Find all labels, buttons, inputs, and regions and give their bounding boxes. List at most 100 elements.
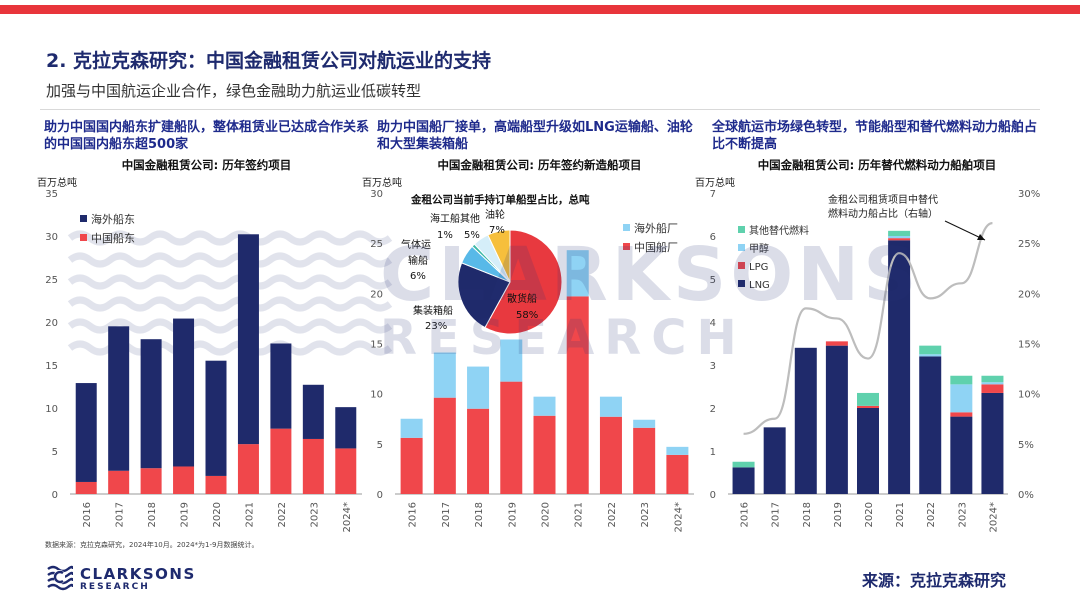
y-tick-label: 35	[45, 189, 58, 200]
legend-label: LPG	[749, 262, 768, 273]
y2-tick-label: 5%	[1018, 440, 1034, 451]
bar-海外船厂-2024*	[666, 446, 689, 455]
bar-海外船厂-2023	[633, 419, 656, 428]
x-tick-label: 2016	[408, 502, 419, 527]
y2-tick-label: 30%	[1018, 189, 1040, 200]
bar-甲醇-2022	[919, 354, 942, 357]
bar-LNG-2023	[950, 416, 973, 494]
pie-slice-散货船	[484, 229, 563, 335]
watermark-wave	[67, 274, 393, 290]
pie-label-bulk: 散货船	[507, 292, 537, 305]
y-tick-label: 5	[377, 440, 383, 451]
bar-LPG-2023	[950, 412, 973, 417]
x-tick-label: 2024*	[342, 502, 353, 532]
bar-甲醇-2021	[888, 236, 911, 239]
line-annotation-label: 金租公司租赁项目中替代	[828, 193, 938, 206]
pie-label-tanker-pct: 7%	[489, 225, 505, 236]
y-tick-label: 20	[45, 318, 58, 329]
watermark-subtext: RESEARCH	[380, 310, 747, 366]
x-tick-label: 2021	[244, 502, 255, 527]
bar-LPG-2020	[857, 405, 879, 408]
y2-tick-label: 25%	[1018, 239, 1040, 250]
bar-海外船东-2021	[237, 234, 259, 445]
x-tick-label: 2020	[864, 502, 875, 527]
x-tick-label: 2024*	[673, 502, 684, 532]
bar-LNG-2018	[794, 347, 817, 494]
y2-tick-label: 20%	[1018, 289, 1040, 300]
bar-海外船东-2017	[108, 326, 130, 471]
pie-label-other-pct: 5%	[464, 230, 480, 241]
bar-中国船厂-2019	[500, 381, 523, 494]
y-tick-label: 5	[52, 447, 58, 458]
x-tick-label: 2021	[895, 502, 906, 527]
pie-slice-油轮	[487, 229, 511, 283]
bar-海外船东-2019	[173, 318, 195, 467]
line-share-right-axis	[743, 222, 993, 435]
y-tick-label: 5	[710, 275, 716, 286]
pie-label-gas: 气体运	[401, 238, 431, 251]
panel-2-heading: 助力中国船厂接单，高端船型升级如LNG运输船、油轮和大型集装箱船	[377, 120, 693, 152]
bar-LPG-2024*	[981, 384, 1004, 393]
bar-海外船东-2020	[205, 360, 227, 476]
y-tick-label: 25	[45, 275, 58, 286]
bar-甲醇-2023	[950, 384, 973, 413]
line-annotation-label: 燃料动力船占比（右轴）	[828, 207, 938, 220]
bar-LNG-2019	[825, 345, 848, 494]
y-tick-label: 25	[370, 239, 383, 250]
bar-中国船东-2022	[270, 428, 292, 494]
legend-swatch-海外船东	[80, 215, 87, 222]
bar-中国船厂-2023	[633, 427, 656, 494]
watermark-wave	[67, 230, 393, 246]
bar-LNG-2024*	[981, 392, 1004, 494]
bar-海外船厂-2017	[433, 352, 456, 398]
y-tick-label: 10	[45, 404, 58, 415]
pie-label-offshore: 海工船	[430, 212, 460, 225]
x-tick-label: 2023	[309, 502, 320, 527]
x-tick-label: 2024*	[988, 502, 999, 532]
legend-label: 中国船厂	[634, 240, 678, 254]
bar-其他替代燃料-2023	[950, 375, 973, 385]
x-tick-label: 2022	[607, 502, 618, 527]
pie-label-gas-pct: 6%	[410, 271, 426, 282]
bar-海外船厂-2019	[500, 339, 523, 382]
legend-swatch-中国船厂	[623, 243, 630, 250]
bar-中国船厂-2022	[599, 416, 622, 494]
page-subtitle: 加强与中国航运企业合作，绿色金融助力航运业低碳转型	[46, 82, 422, 100]
panel-3-heading: 全球航运市场绿色转型，节能船型和替代燃料动力船舶占比不断提高	[712, 120, 1038, 152]
legend-swatch-LPG	[738, 262, 745, 269]
x-tick-label: 2019	[180, 502, 191, 527]
watermark-wave	[67, 296, 393, 312]
bar-中国船厂-2018	[467, 408, 490, 494]
bar-中国船东-2020	[205, 475, 227, 494]
x-tick-label: 2018	[474, 502, 485, 527]
panel-1-heading: 助力中国国内船东扩建船队，整体租赁业已达成合作关系的中国国内船东超500家	[44, 120, 370, 152]
chart-2-y-unit: 百万总吨	[362, 176, 402, 189]
y-tick-label: 15	[45, 361, 58, 372]
x-tick-label: 2022	[926, 502, 937, 527]
bar-其他替代燃料-2022	[919, 345, 942, 355]
bar-LPG-2019	[825, 341, 848, 346]
y-tick-label: 3	[710, 361, 716, 372]
x-tick-label: 2017	[771, 502, 782, 527]
y-tick-label: 10	[370, 390, 383, 401]
pie-title: 金租公司当前手持订单船型占比，总吨	[410, 193, 590, 206]
pie-label-bulk-pct: 58%	[516, 310, 538, 321]
chart-1-title: 中国金融租赁公司: 历年签约项目	[121, 158, 292, 172]
bar-其他替代燃料-2016	[732, 461, 755, 468]
bar-中国船东-2021	[237, 444, 259, 494]
bar-中国船厂-2024*	[666, 454, 689, 494]
bar-海外船东-2018	[140, 339, 162, 469]
pie-label-other: 其他	[460, 212, 480, 225]
page-title: 2. 克拉克森研究：中国金融租赁公司对航运业的支持	[46, 50, 492, 72]
bar-甲醇-2024*	[981, 382, 1004, 385]
x-tick-label: 2021	[574, 502, 585, 527]
y-tick-label: 0	[52, 490, 58, 501]
pie-label-tanker: 油轮	[485, 208, 505, 221]
bar-LPG-2021	[888, 238, 911, 241]
bar-中国船东-2018	[140, 468, 162, 494]
watermark-wave	[67, 318, 393, 334]
bar-海外船厂-2021	[566, 250, 589, 297]
y-tick-label: 0	[377, 490, 383, 501]
data-source-footnote: 数据来源：克拉克森研究，2024年10月。2024*为1-9月数据统计。	[45, 541, 259, 549]
